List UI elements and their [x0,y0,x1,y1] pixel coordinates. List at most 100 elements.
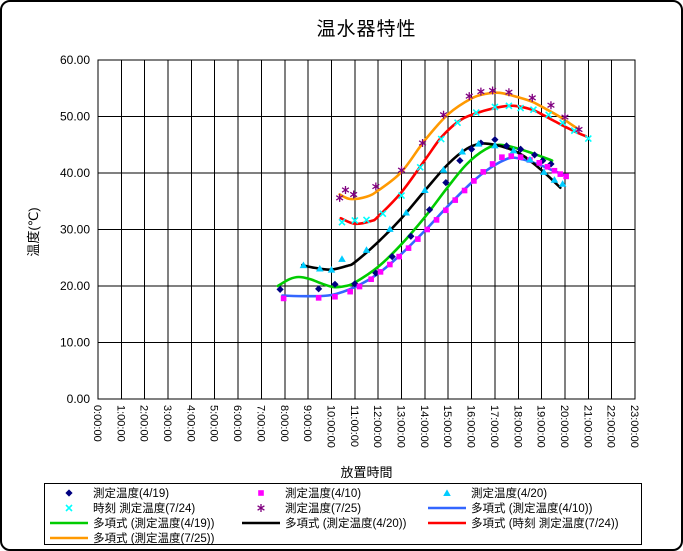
data-point-marker [544,163,551,170]
x-tick-label: 11:00:00 [348,405,360,447]
y-tick-label: 10.00 [60,336,90,350]
data-point-marker [349,190,358,199]
x-tick-label: 18:00:00 [511,405,523,448]
data-point-marker [474,140,483,147]
data-point-marker [315,285,323,293]
x-tick-label: 19:00:00 [535,405,547,448]
data-point-marker [388,253,396,261]
x-tick-label: 21:00:00 [581,405,593,448]
data-point-marker [418,139,427,148]
legend-item: 測定温度(4/10) [241,486,362,500]
x-tick-label: 5:00:00 [208,405,220,442]
data-point-marker [517,104,525,112]
chart-title: 温水器特性 [316,19,417,40]
data-point-marker [563,173,569,180]
data-point-marker [416,163,424,171]
x-tick-label: 14:00:00 [418,405,430,448]
data-point-marker [347,288,353,295]
data-point-marker [397,192,406,200]
data-point-marker [456,156,464,165]
data-point-marker [338,218,346,226]
data-point-marker [557,171,564,177]
data-point-marker [316,264,324,272]
data-point-marker [508,153,515,159]
y-tick-label: 30.00 [60,223,90,237]
legend-label: 測定温度(4/10) [285,487,362,500]
x-tick-label: 6:00:00 [231,405,243,442]
y-tick-label: 40.00 [60,166,90,180]
data-point-marker [467,145,476,153]
data-point-marker [536,160,543,166]
legend-line-key-icon [50,536,88,539]
scatter-series [280,153,569,302]
x-tick-label: 15:00:00 [441,405,453,448]
legend-marker-key-icon [443,488,451,496]
legend-item: 測定温度(4/19) [49,486,170,500]
data-point-marker [491,103,499,111]
legend-item: 時刻 測定温度(7/24) [49,501,196,515]
legend-item: 多項式 (測定温度(4/10)) [427,501,592,515]
data-point-marker [377,269,384,275]
data-point-marker [387,261,393,268]
legend-label: 測定温度(4/19) [93,487,170,500]
plot-area: 0.00 10.00 20.00 30.00 40.00 50.00 60.00 0:00:0… [60,53,640,448]
x-axis-title: 放置時間 [340,465,393,480]
data-point-marker [442,179,450,187]
scatter-series [299,140,567,273]
data-point-marker [540,168,548,175]
x-tick-label: 13:00:00 [395,405,407,448]
y-axis-title: 温度(℃) [26,207,41,257]
x-tick-label: 16:00:00 [465,405,477,448]
legend-marker-key-icon [258,489,264,496]
data-point-marker [372,269,380,277]
legend-marker-key-icon [65,503,73,512]
legend-marker-key-icon [257,503,265,512]
data-point-marker [570,127,578,135]
data-point-marker [437,135,445,143]
y-tick-label: 0.00 [67,392,91,406]
data-point-marker [461,187,468,194]
x-tick-label: 3:00:00 [161,405,173,442]
legend-marker-glyph [65,503,73,512]
data-point-marker [439,166,448,173]
data-point-marker [433,217,440,223]
legend-item: 多項式 (時刻 測定温度(7/24)) [427,516,619,530]
data-point-marker [531,151,539,159]
x-tick-label: 12:00:00 [371,405,383,448]
x-tick-label: 20:00:00 [558,405,570,448]
data-point-marker [517,154,524,160]
legend-marker-glyph [258,489,264,496]
legend-label: 時刻 測定温度(7/24) [93,502,196,515]
data-point-marker [545,111,553,119]
data-point-marker [558,180,567,187]
legend-label: 多項式 (測定温度(7/25)) [93,532,215,545]
data-point-marker [458,147,467,155]
data-point-marker [315,295,322,301]
trendline [338,91,581,201]
trendline [276,143,554,289]
legend-marker-glyph [443,488,451,496]
data-point-marker [480,169,487,175]
data-point-marker [386,225,394,232]
data-point-marker [405,245,412,251]
data-point-marker [356,283,363,290]
data-point-marker [499,154,505,160]
x-tick-label: 8:00:00 [278,405,290,442]
data-point-marker [332,293,338,300]
data-point-marker [327,266,336,273]
data-point-marker [341,185,350,194]
x-tick-label: 4:00:00 [184,405,196,442]
y-tick-label: 20.00 [60,279,90,293]
data-point-marker [584,134,592,143]
data-point-marker [550,176,559,183]
legend-label: 多項式 (測定温度(4/20)) [285,517,407,530]
legend-line-key-icon [50,521,88,524]
x-tick-label: 17:00:00 [488,405,500,448]
y-tick-label: 50.00 [60,110,90,124]
x-tick-label: 1:00:00 [114,405,126,442]
data-point-marker [528,93,537,102]
data-point-marker [425,206,434,214]
data-point-marker [477,139,485,147]
data-point-marker [551,167,558,174]
data-point-marker [452,197,459,203]
